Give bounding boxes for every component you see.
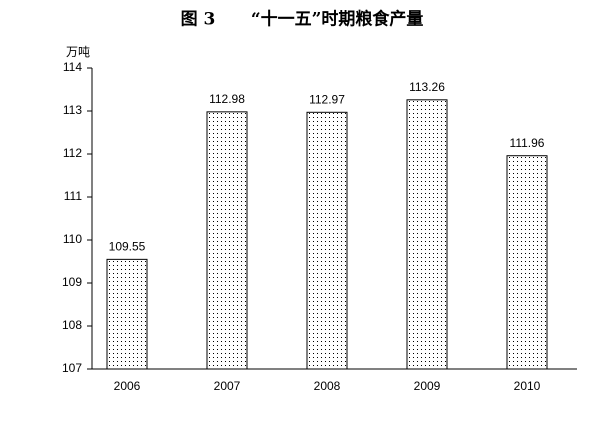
x-tick-label: 2010 xyxy=(514,379,541,393)
bar xyxy=(406,99,448,370)
x-tick-label: 2008 xyxy=(314,379,341,393)
data-label: 112.97 xyxy=(309,92,345,106)
data-label: 111.96 xyxy=(510,136,545,150)
y-tick-label: 112 xyxy=(63,146,82,160)
y-tick-label: 108 xyxy=(62,318,82,332)
x-tick-label: 2009 xyxy=(414,379,441,393)
x-tick-label: 2007 xyxy=(214,379,241,393)
bar xyxy=(206,111,248,370)
x-tick-label: 2006 xyxy=(114,379,141,393)
data-label: 113.26 xyxy=(409,80,445,94)
data-label: 109.55 xyxy=(109,240,146,254)
y-unit: 万吨 xyxy=(66,45,90,59)
data-label: 112.98 xyxy=(209,92,245,106)
bar xyxy=(506,155,548,370)
chart-title: 图 3 “十一五”时期粮食产量 xyxy=(181,9,424,30)
y-tick-label: 110 xyxy=(63,232,82,246)
y-tick-label: 107 xyxy=(62,361,82,375)
bar xyxy=(106,258,148,370)
y-tick-label: 114 xyxy=(63,60,82,74)
y-tick-label: 109 xyxy=(62,275,82,289)
bar xyxy=(306,111,348,370)
y-tick-label: 113 xyxy=(63,103,82,117)
y-tick-label: 111 xyxy=(64,189,83,203)
